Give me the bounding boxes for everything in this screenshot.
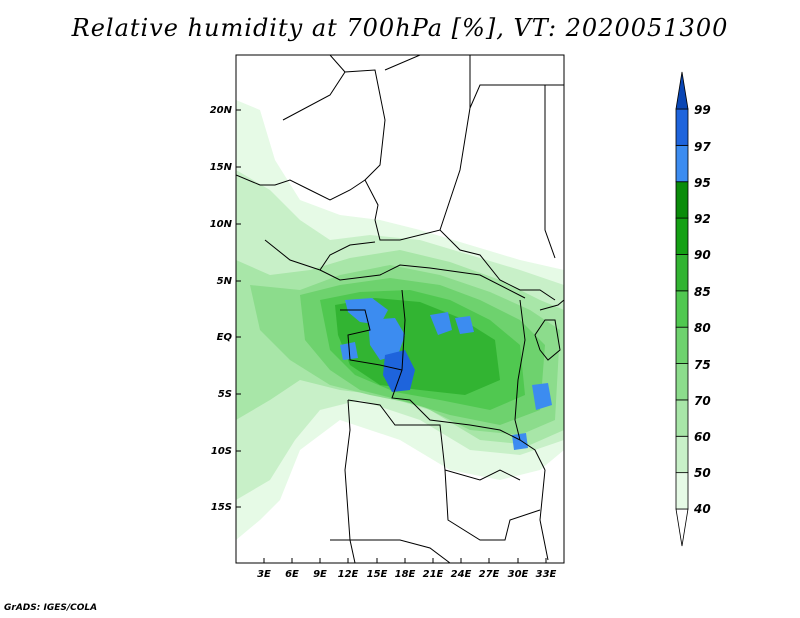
lat-label: 15N (210, 162, 233, 173)
lon-label: 21E (423, 569, 444, 580)
lon-label: 27E (479, 569, 500, 580)
lon-label: 9E (313, 569, 327, 580)
lon-label: 18E (395, 569, 416, 580)
colorbar-segment (675, 254, 689, 292)
longitude-labels: 3E 6E 9E 12E 15E 18E 21E 24E 27E 30E 33E (257, 569, 556, 580)
colorbar-label: 40 (693, 502, 711, 516)
latitude-labels: 20N 15N 10N 5N EQ 5S 10S 15S (210, 105, 233, 513)
colorbar-segment (675, 290, 689, 328)
lon-label: 6E (285, 569, 299, 580)
lat-label: 5N (217, 276, 233, 287)
colorbar-label: 97 (694, 140, 711, 154)
rh-97-patch (455, 316, 474, 334)
colorbar-label: 85 (694, 285, 711, 299)
rh-97-patch (430, 312, 452, 335)
lat-label: 10S (211, 446, 232, 457)
colorbar-segment (675, 508, 689, 547)
lat-label: 10N (210, 219, 233, 230)
colorbar-label: 80 (694, 321, 711, 335)
rh-97-patch (532, 383, 552, 410)
map-title: Relative humidity at 700hPa [%], VT: 202… (71, 14, 729, 42)
lon-label: 24E (451, 569, 472, 580)
colorbar-segment (675, 435, 689, 474)
rh-97-patch (512, 433, 528, 450)
colorbar-label: 50 (694, 466, 711, 480)
colorbar-segment (675, 363, 689, 401)
lon-label: 3E (257, 569, 271, 580)
map-frame (235, 54, 565, 564)
axis-ticks (236, 109, 547, 563)
colorbar-segment (675, 399, 689, 437)
colorbar-segments (675, 71, 689, 547)
colorbar: 40 50 60 70 75 80 85 90 92 95 97 99 (675, 71, 711, 547)
lon-label: 30E (508, 569, 529, 580)
colorbar-labels: 40 50 60 70 75 80 85 90 92 95 97 99 (693, 103, 711, 516)
lon-label: 15E (367, 569, 388, 580)
grads-credit: GrADS: IGES/COLA (4, 603, 98, 613)
colorbar-segment (675, 144, 689, 183)
colorbar-label: 75 (694, 358, 711, 372)
rh-97-patch (368, 318, 405, 360)
colorbar-label: 95 (694, 176, 711, 190)
country-borders (236, 55, 564, 563)
lat-label: 5S (218, 389, 232, 400)
colorbar-label: 99 (694, 103, 711, 117)
lon-label: 33E (536, 569, 557, 580)
lon-label: 12E (338, 569, 359, 580)
lat-label: 15S (211, 502, 232, 513)
colorbar-label: 92 (694, 212, 711, 226)
colorbar-segment (675, 472, 689, 510)
colorbar-segment (675, 108, 689, 146)
colorbar-label: 70 (694, 394, 711, 408)
colorbar-label: 90 (694, 248, 711, 262)
colorbar-segment (675, 181, 689, 219)
colorbar-segment (675, 326, 689, 364)
lat-label: 20N (210, 105, 233, 116)
rh-97-patch (345, 298, 388, 325)
humidity-field (236, 100, 564, 540)
lat-label: EQ (217, 332, 233, 343)
colorbar-segment (675, 217, 689, 255)
rh-99-patch (383, 350, 415, 392)
colorbar-label: 60 (694, 430, 711, 444)
colorbar-segment (675, 71, 689, 110)
